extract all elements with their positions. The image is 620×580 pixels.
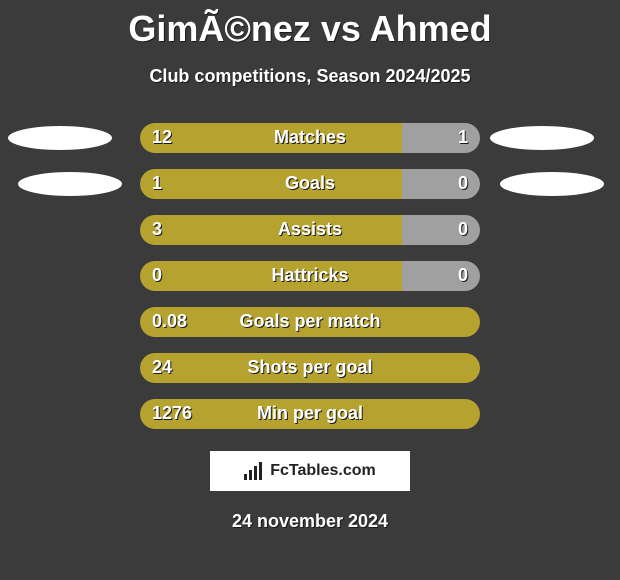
bar-left: [140, 215, 402, 245]
stat-left-value: 0.08: [152, 311, 187, 332]
branding-badge: FcTables.com: [210, 451, 410, 491]
stat-right-value: 0: [458, 173, 468, 194]
left-club-logo: [8, 126, 112, 150]
stat-left-value: 12: [152, 127, 172, 148]
chart-icon: [244, 462, 266, 480]
bar-left: [140, 261, 402, 291]
left-club-logo: [18, 172, 122, 196]
stat-row: 0.08Goals per match: [0, 307, 620, 337]
branding-text: FcTables.com: [270, 462, 376, 480]
date-label: 24 november 2024: [0, 511, 620, 532]
bar-left: [140, 307, 480, 337]
stat-bars: 121Matches10Goals30Assists00Hattricks0.0…: [0, 123, 620, 429]
stat-left-value: 0: [152, 265, 162, 286]
stat-right-value: 1: [458, 127, 468, 148]
bar-right: [402, 169, 480, 199]
stat-left-value: 1: [152, 173, 162, 194]
stat-row: 30Assists: [0, 215, 620, 245]
stat-row: 1276Min per goal: [0, 399, 620, 429]
right-club-logo: [500, 172, 604, 196]
stat-row: 24Shots per goal: [0, 353, 620, 383]
subtitle: Club competitions, Season 2024/2025: [0, 66, 620, 87]
bar-right: [402, 123, 480, 153]
bar-left: [140, 169, 402, 199]
bar-right: [402, 261, 480, 291]
stat-left-value: 24: [152, 357, 172, 378]
stat-left-value: 3: [152, 219, 162, 240]
bar-left: [140, 123, 402, 153]
stat-row: 00Hattricks: [0, 261, 620, 291]
stat-right-value: 0: [458, 265, 468, 286]
stat-right-value: 0: [458, 219, 468, 240]
bar-right: [402, 215, 480, 245]
bar-left: [140, 353, 480, 383]
right-club-logo: [490, 126, 594, 150]
stat-left-value: 1276: [152, 403, 192, 424]
page-title: GimÃ©nez vs Ahmed: [0, 0, 620, 50]
